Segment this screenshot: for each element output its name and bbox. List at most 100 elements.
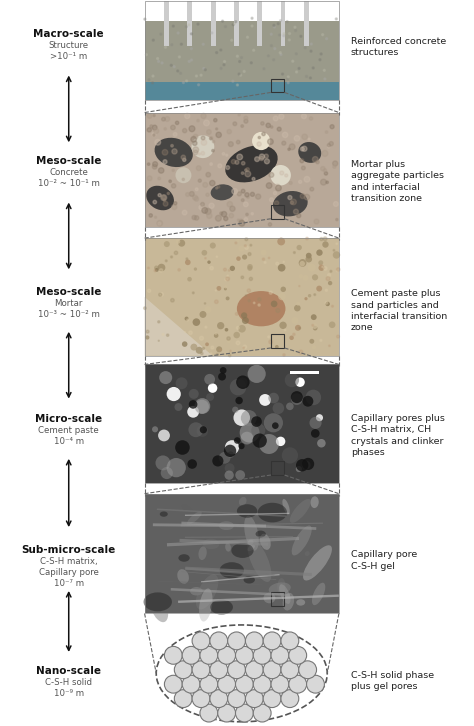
Circle shape: [314, 294, 316, 295]
Circle shape: [245, 192, 249, 197]
Circle shape: [201, 203, 204, 206]
Circle shape: [279, 52, 281, 54]
Circle shape: [211, 346, 214, 349]
Circle shape: [293, 209, 298, 214]
Circle shape: [308, 138, 310, 140]
Circle shape: [293, 333, 295, 335]
Ellipse shape: [228, 690, 246, 708]
Circle shape: [283, 261, 284, 263]
Circle shape: [189, 400, 198, 409]
Circle shape: [241, 172, 244, 174]
Ellipse shape: [228, 661, 246, 679]
Ellipse shape: [210, 600, 233, 615]
Circle shape: [207, 213, 212, 219]
Circle shape: [206, 393, 214, 401]
Circle shape: [310, 339, 314, 343]
Circle shape: [172, 184, 176, 188]
Ellipse shape: [271, 675, 289, 693]
Circle shape: [206, 172, 210, 177]
Circle shape: [289, 33, 291, 35]
Circle shape: [296, 466, 302, 472]
Circle shape: [203, 182, 208, 187]
Circle shape: [239, 219, 243, 222]
Circle shape: [302, 461, 310, 470]
Circle shape: [266, 183, 272, 189]
Circle shape: [189, 423, 203, 437]
Circle shape: [191, 135, 214, 158]
Circle shape: [270, 45, 273, 46]
Circle shape: [295, 325, 301, 331]
Circle shape: [325, 302, 328, 304]
Circle shape: [154, 269, 156, 272]
Ellipse shape: [182, 646, 200, 664]
Circle shape: [244, 218, 247, 221]
Circle shape: [259, 156, 264, 160]
Circle shape: [277, 127, 281, 131]
Ellipse shape: [246, 690, 263, 708]
Circle shape: [280, 171, 284, 175]
Ellipse shape: [236, 704, 253, 722]
Bar: [187, 1, 192, 46]
Circle shape: [210, 163, 212, 166]
Ellipse shape: [178, 554, 190, 562]
Circle shape: [220, 68, 222, 70]
Circle shape: [192, 195, 198, 200]
Circle shape: [322, 241, 328, 248]
Circle shape: [328, 345, 330, 346]
Circle shape: [310, 187, 314, 191]
Circle shape: [165, 260, 167, 262]
Ellipse shape: [210, 184, 234, 200]
Bar: [145, 21, 339, 86]
Circle shape: [227, 129, 231, 134]
Circle shape: [154, 266, 159, 270]
Circle shape: [293, 252, 295, 253]
Bar: [145, 81, 339, 100]
Bar: [271, 205, 284, 219]
Circle shape: [162, 195, 166, 200]
Circle shape: [217, 286, 221, 290]
Circle shape: [178, 56, 181, 58]
Circle shape: [225, 25, 227, 28]
Circle shape: [316, 250, 323, 256]
Circle shape: [214, 333, 219, 338]
Circle shape: [323, 168, 327, 172]
Circle shape: [216, 52, 218, 54]
Circle shape: [243, 345, 246, 348]
Ellipse shape: [236, 646, 253, 664]
Text: Cement paste plus
sand particles and
interfacial transition
zone: Cement paste plus sand particles and int…: [351, 289, 447, 333]
Circle shape: [325, 289, 328, 291]
Circle shape: [167, 192, 169, 195]
Ellipse shape: [299, 661, 317, 679]
Circle shape: [191, 136, 196, 142]
Ellipse shape: [164, 646, 182, 664]
Circle shape: [273, 26, 275, 28]
Circle shape: [318, 261, 323, 265]
Circle shape: [196, 347, 203, 354]
Circle shape: [235, 242, 237, 244]
Circle shape: [295, 30, 297, 32]
Circle shape: [246, 36, 248, 38]
Circle shape: [192, 141, 197, 145]
Circle shape: [311, 314, 317, 320]
Ellipse shape: [244, 515, 259, 550]
Circle shape: [215, 333, 217, 335]
Circle shape: [152, 39, 155, 41]
Circle shape: [259, 154, 264, 159]
Circle shape: [212, 150, 214, 152]
Circle shape: [162, 118, 165, 121]
Circle shape: [204, 303, 206, 304]
Ellipse shape: [279, 584, 291, 604]
Circle shape: [198, 179, 201, 182]
Ellipse shape: [200, 704, 218, 722]
Circle shape: [158, 168, 164, 174]
Circle shape: [291, 201, 293, 204]
Circle shape: [286, 402, 294, 410]
Circle shape: [240, 423, 260, 443]
Circle shape: [175, 378, 188, 389]
Circle shape: [250, 62, 252, 64]
Bar: [145, 494, 339, 613]
Circle shape: [166, 458, 186, 477]
Circle shape: [323, 69, 325, 71]
Ellipse shape: [239, 497, 246, 506]
Circle shape: [268, 393, 279, 404]
